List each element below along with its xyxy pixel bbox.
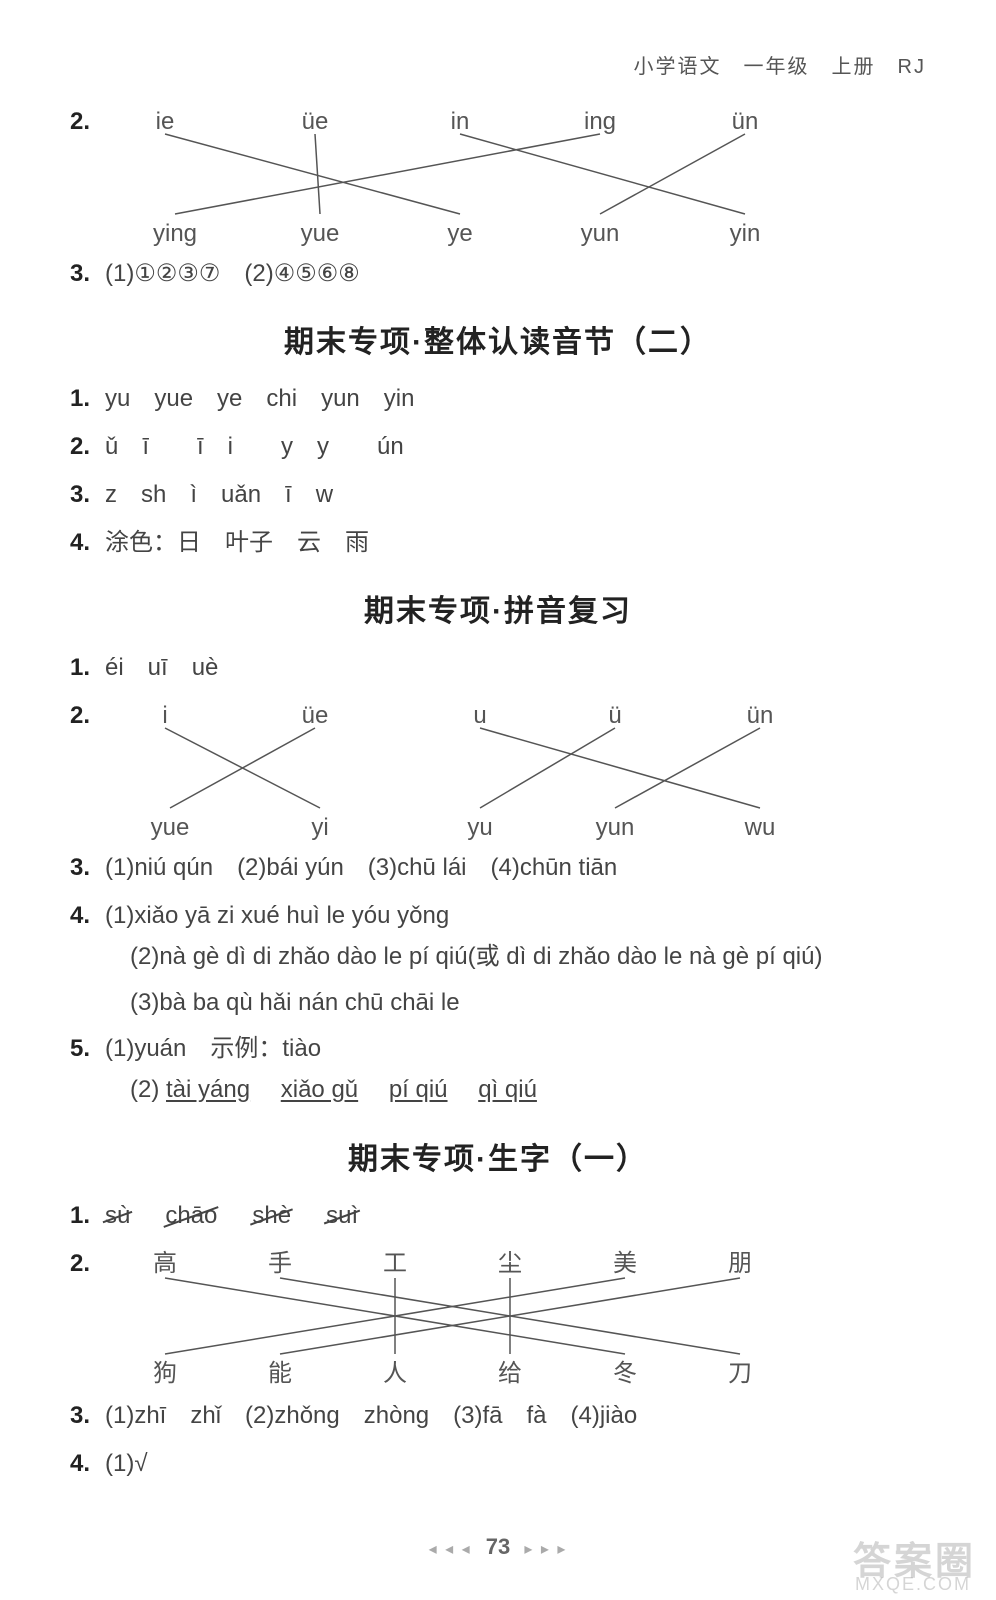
- underlined-text: qì qiú: [478, 1076, 537, 1103]
- answer-text: 涂色：日 叶子 云 雨: [105, 525, 926, 561]
- s3-q1: 1. sùchāoshè suì: [70, 1198, 926, 1234]
- matching-diagram-3: 高手工尘美朋狗能人给冬刀: [140, 1246, 926, 1386]
- s3-q4: 4. (1)√: [70, 1446, 926, 1482]
- answer-text: ǔ ī ī i y y ún: [105, 429, 926, 465]
- section-title-1: 期末专项·整体认读音节（二）: [70, 317, 926, 361]
- answer-text: z sh ì uǎn ī w: [105, 477, 926, 513]
- s1-q1: 1. yu yue ye chi yun yin: [70, 381, 926, 417]
- answer-text: (1)xiǎo yā zi xué huì le yóu yǒng: [105, 898, 926, 934]
- page-header: 小学语文 一年级 上册 RJ: [70, 50, 926, 79]
- item-number: 2.: [70, 104, 105, 140]
- item-number: 5.: [70, 1031, 105, 1067]
- strike-item: chāo: [165, 1198, 217, 1234]
- item-number: 3.: [70, 477, 105, 513]
- answer-text: (1)niú qún (2)bái yún (3)chū lái (4)chūn…: [105, 850, 926, 886]
- s2-q1: 1. éi uī uè: [70, 650, 926, 686]
- item-number: 3.: [70, 1398, 105, 1434]
- s2-q3: 3. (1)niú qún (2)bái yún (3)chū lái (4)c…: [70, 850, 926, 886]
- underlined-text: pí qiú: [389, 1076, 448, 1103]
- answer-text: (3)bà ba qù hǎi nán chū chāi le: [130, 984, 926, 1022]
- underlined-text: xiǎo gǔ: [281, 1076, 358, 1103]
- answer-text: (2)nà gè dì di zhǎo dào le pí qiú(或 dì d…: [130, 938, 926, 976]
- item-number: 4.: [70, 898, 105, 934]
- s2-q5: 5. (1)yuán 示例：tiào: [70, 1031, 926, 1067]
- s1-q2: 2. ǔ ī ī i y y ún: [70, 429, 926, 465]
- item-number: 2.: [70, 429, 105, 465]
- label: (2): [130, 1076, 159, 1103]
- s1-q4: 4. 涂色：日 叶子 云 雨: [70, 525, 926, 561]
- s1-q3: 3. z sh ì uǎn ī w: [70, 477, 926, 513]
- s3-q2: 2. 高手工尘美朋狗能人给冬刀: [70, 1246, 926, 1386]
- question-3: 3. (1)①②③⑦ (2)④⑤⑥⑧: [70, 256, 926, 292]
- answer-text: (1)zhī zhǐ (2)zhǒng zhòng (3)fā fà (4)ji…: [105, 1398, 926, 1434]
- watermark-sub: MXQE.COM: [855, 1574, 971, 1595]
- s3-q3: 3. (1)zhī zhǐ (2)zhǒng zhòng (3)fā fà (4…: [70, 1398, 926, 1434]
- underlined-text: tài yáng: [166, 1076, 250, 1103]
- strike-row: sùchāoshè suì: [105, 1198, 926, 1234]
- item-number: 1.: [70, 650, 105, 686]
- arrow-left-icon: ◂ ◂ ◂: [429, 1541, 472, 1558]
- answer-text: (1)①②③⑦ (2)④⑤⑥⑧: [105, 256, 926, 292]
- strike-item: shè: [252, 1198, 291, 1234]
- item-number: 1.: [70, 381, 105, 417]
- matching-diagram-2: iüeuüünyueyiyuyunwu: [140, 698, 926, 838]
- item-number: 4.: [70, 525, 105, 561]
- answer-text: (1)yuán 示例：tiào: [105, 1031, 926, 1067]
- item-number: 1.: [70, 1198, 105, 1234]
- page-number: 73: [486, 1534, 510, 1559]
- item-number: 2.: [70, 698, 105, 734]
- question-2: 2. ieüeiningünyingyueyeyunyin: [70, 104, 926, 244]
- answer-text: yu yue ye chi yun yin: [105, 381, 926, 417]
- strike-item: sù: [105, 1198, 130, 1234]
- answer-text: (2) tài yáng xiǎo gǔ pí qiú qì qiú: [130, 1071, 926, 1109]
- item-number: 3.: [70, 850, 105, 886]
- section-title-2: 期末专项·拼音复习: [70, 586, 926, 630]
- s2-q2: 2. iüeuüünyueyiyuyunwu: [70, 698, 926, 838]
- answer-text: (1)√: [105, 1446, 926, 1482]
- item-number: 2.: [70, 1246, 105, 1282]
- arrow-right-icon: ▸ ▸ ▸: [524, 1541, 567, 1558]
- page-footer: ◂ ◂ ◂ 73 ▸ ▸ ▸: [0, 1534, 996, 1560]
- item-number: 3.: [70, 256, 105, 292]
- strike-item: suì: [326, 1198, 358, 1234]
- s2-q4: 4. (1)xiǎo yā zi xué huì le yóu yǒng: [70, 898, 926, 934]
- answer-text: éi uī uè: [105, 650, 926, 686]
- section-title-3: 期末专项·生字（一）: [70, 1134, 926, 1178]
- matching-diagram-1: ieüeiningünyingyueyeyunyin: [140, 104, 926, 244]
- item-number: 4.: [70, 1446, 105, 1482]
